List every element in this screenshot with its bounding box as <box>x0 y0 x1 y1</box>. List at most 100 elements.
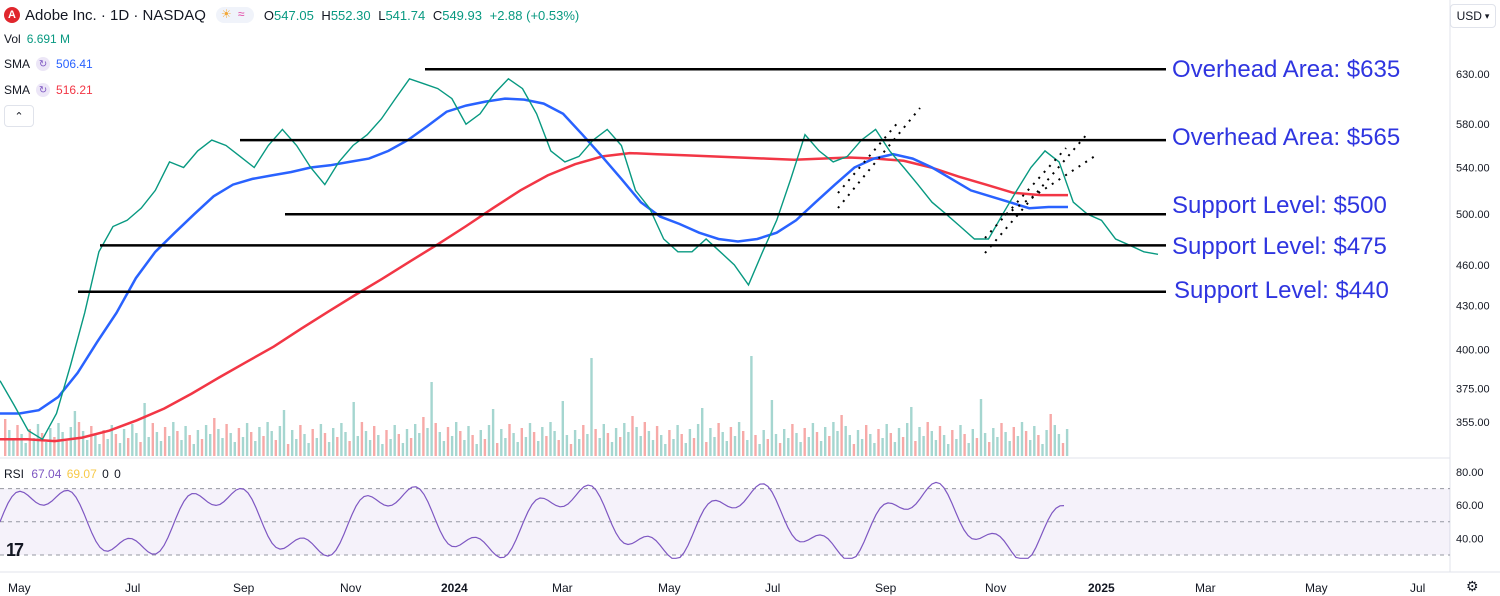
volume-bar <box>282 410 286 456</box>
volume-bar <box>848 435 851 456</box>
volume-bar <box>840 415 843 456</box>
volume-bar <box>352 402 355 456</box>
volume-bar <box>750 356 753 456</box>
volume-bar <box>737 422 741 456</box>
volume-bar <box>983 433 987 456</box>
volume-bar <box>1045 430 1048 456</box>
sma-50-indicator[interactable]: SMA ↻ 506.41 <box>4 57 93 71</box>
volume-bar <box>795 433 798 456</box>
volume-bar <box>204 425 208 456</box>
volume-bar <box>709 428 712 456</box>
volume-bar <box>815 432 819 456</box>
volume-bar <box>8 430 11 456</box>
volume-bar <box>188 435 191 456</box>
volume-bar <box>463 440 466 456</box>
volume-bar <box>602 424 605 456</box>
volume-bar <box>315 438 318 456</box>
volume-bar <box>918 427 921 456</box>
volume-bar <box>696 424 700 456</box>
volume-bar <box>122 429 126 456</box>
volume-bar <box>422 417 425 456</box>
volume-bar <box>65 441 68 456</box>
volume-bar <box>151 423 154 456</box>
volume-bar <box>483 439 487 456</box>
volume-bar <box>307 443 310 456</box>
symbol-title[interactable]: Adobe Inc. · 1D · NASDAQ <box>25 6 206 24</box>
volume-bar <box>163 427 167 456</box>
volume-bar <box>1041 444 1044 456</box>
volume-bar <box>286 444 290 456</box>
volume-bar <box>951 430 954 456</box>
volume-bar <box>651 440 655 456</box>
volume-bar <box>229 433 232 456</box>
volume-bar <box>844 426 847 456</box>
volume-bar <box>549 422 552 456</box>
volume-bar <box>906 423 909 456</box>
volume-bar <box>655 426 659 456</box>
volume-bar <box>270 431 273 456</box>
price-line <box>0 77 1159 441</box>
volume-bar <box>824 427 827 456</box>
tradingview-logo-icon[interactable]: 17 <box>6 540 24 560</box>
volume-bar <box>721 432 724 456</box>
volume-indicator[interactable]: Vol 6.691 M <box>4 32 71 46</box>
volume-bar <box>537 441 540 456</box>
volume-bar <box>692 438 696 456</box>
volume-bar <box>787 438 790 456</box>
collapse-indicators-button[interactable]: ⌃ <box>4 105 34 127</box>
volume-bar <box>623 423 626 456</box>
time-tick-label: May <box>8 581 31 595</box>
volume-bar <box>20 434 23 456</box>
volume-bar <box>368 440 372 456</box>
volume-bar <box>762 430 765 456</box>
change-value: +2.88 (+0.53%) <box>489 7 580 23</box>
volume-bar <box>356 436 359 456</box>
volume-bar <box>459 431 462 456</box>
volume-bar <box>959 425 962 456</box>
volume-bar <box>1016 436 1020 456</box>
volume-bar <box>717 423 720 456</box>
volume-bar <box>258 427 261 456</box>
volume-bar <box>487 425 491 456</box>
refresh-icon[interactable]: ↻ <box>36 57 51 71</box>
market-status-pill[interactable]: ☀ ≈ <box>215 7 254 23</box>
volume-bar <box>344 432 347 456</box>
volume-bar <box>512 433 515 456</box>
volume-bar <box>516 442 519 456</box>
sma-50-line <box>0 97 1068 415</box>
time-tick-label: 2024 <box>441 581 468 595</box>
volume-bar <box>758 444 761 456</box>
settings-gear-icon[interactable]: ⚙ <box>1466 578 1479 594</box>
volume-bar <box>614 428 618 456</box>
sma-200-indicator[interactable]: SMA ↻ 516.21 <box>4 83 93 97</box>
rsi-legend[interactable]: RSI 67.04 69.07 0 0 <box>4 467 121 481</box>
volume-bar <box>860 439 864 456</box>
volume-bar <box>967 443 970 456</box>
sma-200-line <box>0 151 1068 443</box>
volume-bar <box>979 399 983 456</box>
volume-bar <box>1012 427 1015 456</box>
volume-bar <box>573 430 577 456</box>
symbol-header[interactable]: A Adobe Inc. · 1D · NASDAQ ☀ ≈ O547.05 H… <box>4 5 579 25</box>
volume-bar <box>955 439 958 456</box>
volume-bar <box>1029 440 1032 456</box>
volume-bar <box>360 422 364 456</box>
volume-bar <box>4 419 7 456</box>
refresh-icon[interactable]: ↻ <box>36 83 51 97</box>
volume-bar <box>168 436 171 456</box>
volume-bar <box>225 424 228 456</box>
volume-bar <box>340 423 343 456</box>
volume-bar <box>86 440 89 456</box>
volume-bar <box>217 429 220 456</box>
volume-bar <box>582 425 585 456</box>
volume-bar <box>90 426 93 456</box>
price-tick-label: 630.00 <box>1456 69 1490 81</box>
volume-bar <box>176 431 179 456</box>
volume-bar <box>504 438 507 456</box>
volume-bar <box>561 401 564 456</box>
currency-selector[interactable]: USD ▾ <box>1450 4 1496 28</box>
time-tick-label: May <box>658 581 681 595</box>
volume-bar <box>500 429 503 456</box>
volume-bar <box>1008 441 1011 456</box>
